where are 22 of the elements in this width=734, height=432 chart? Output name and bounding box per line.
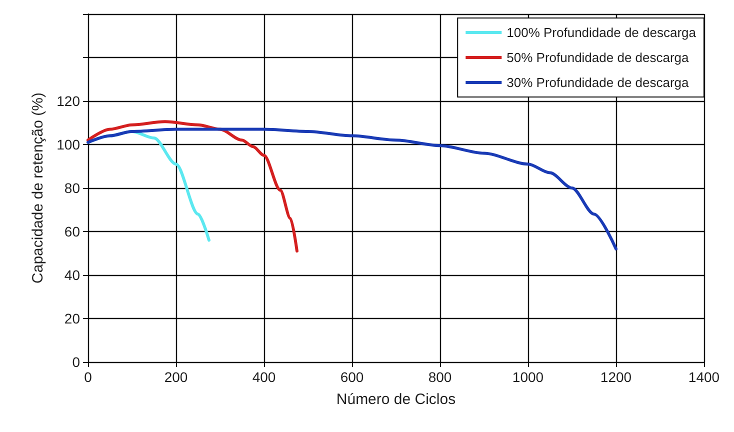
legend-label: 30% Profundidade de descarga: [506, 75, 690, 90]
x-tick-label: 400: [252, 369, 276, 385]
legend-label: 50% Profundidade de descarga: [506, 50, 690, 65]
x-tick-label: 1200: [600, 369, 632, 385]
y-tick-label: 60: [64, 224, 80, 240]
x-tick-label: 1400: [688, 369, 720, 385]
y-tick-label: 120: [56, 93, 80, 109]
x-tick-label: 200: [164, 369, 188, 385]
line-series: [86, 128, 618, 250]
x-tick-label: 600: [340, 369, 364, 385]
y-tick-label: 80: [64, 180, 80, 196]
y-tick-label: 0: [72, 354, 80, 370]
y-tick-label: 40: [64, 267, 80, 283]
y-axis-title: Capacidade de retenção (%): [30, 92, 47, 284]
x-tick-label: 0: [84, 369, 92, 385]
line-series: [86, 120, 298, 253]
x-tick-label: 800: [428, 369, 452, 385]
x-axis-title: Número de Ciclos: [336, 391, 456, 408]
x-tick-label: 1000: [512, 369, 544, 385]
y-tick-label: 100: [56, 136, 80, 152]
legend-label: 100% Profundidade de descarga: [506, 25, 697, 40]
y-tick-label: 20: [64, 310, 80, 326]
